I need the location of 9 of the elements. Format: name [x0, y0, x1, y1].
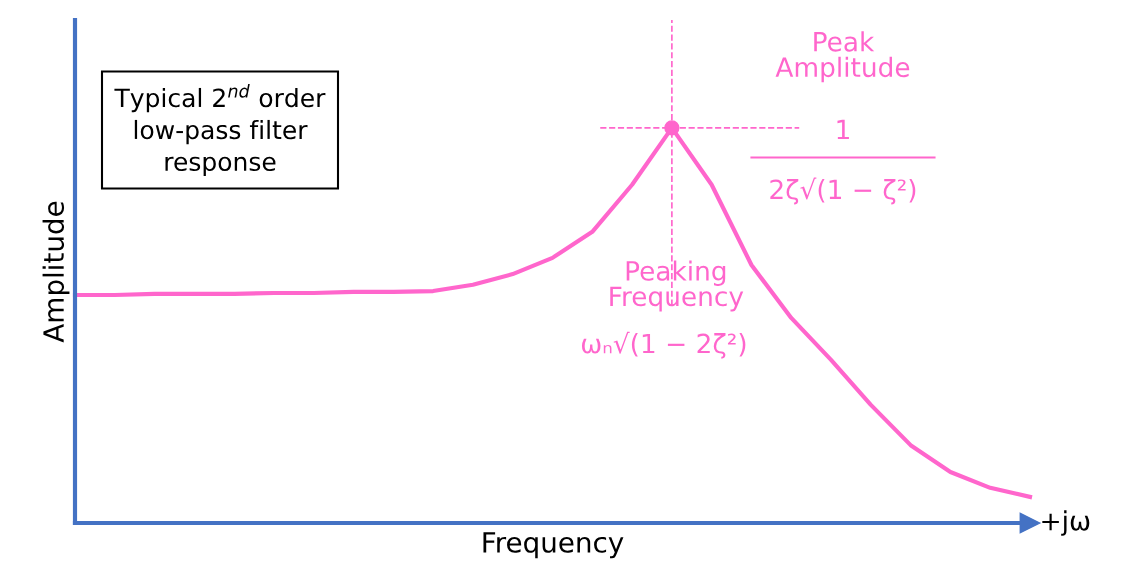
annotation: Typical 2$^{nd}$ order low-pass filter response [114, 84, 326, 176]
annotation: 2ζ√(1 − ζ²) [770, 177, 916, 205]
y-axis-title: Amplitude [42, 201, 70, 343]
text: +jω [1042, 510, 1090, 536]
annotation: 1 [837, 119, 849, 140]
text: Peak Amplitude [775, 31, 910, 83]
annotation: Peaking Frequency [610, 260, 744, 312]
annotation: ωₙ√(1 − 2ζ²) [581, 331, 746, 359]
x-axis-title: Frequency [483, 532, 624, 559]
